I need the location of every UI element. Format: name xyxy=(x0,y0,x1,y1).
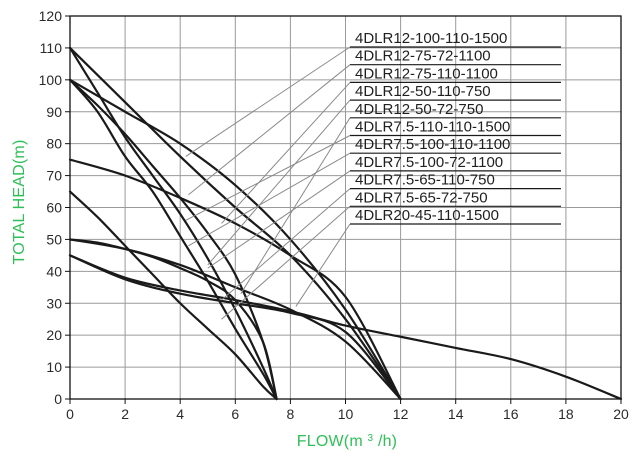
series-layer xyxy=(68,46,623,401)
y-tick-label-1: 10 xyxy=(46,359,62,375)
leader-line-4dlr7-5-100-72-1100 xyxy=(207,170,351,269)
series-line-4dlr7-5-100-72-1100 xyxy=(68,78,278,401)
leader-line-4dlr7-5-65-110-750 xyxy=(221,188,351,301)
series-line-4dlr12-75-110-1100 xyxy=(68,158,402,401)
x-tick-label-2: 4 xyxy=(176,406,184,422)
series-line-4dlr7-5-65-110-750 xyxy=(68,190,278,401)
legend-label-4dlr12-50-72-750: 4DLR12-50-72-750 xyxy=(355,101,483,118)
legend-label-4dlr12-50-110-750: 4DLR12-50-110-750 xyxy=(355,83,491,100)
leader-line-4dlr12-75-110-1100 xyxy=(221,82,351,224)
legend-label-4dlr7-5-65-110-750: 4DLR7.5-65-110-750 xyxy=(355,172,495,189)
y-tick-label-4: 40 xyxy=(46,263,62,279)
leader-line-4dlr7-5-110-110-1500 xyxy=(185,135,351,221)
y-tick-label-12: 120 xyxy=(39,8,63,24)
x-tick-label-8: 16 xyxy=(503,406,519,422)
y-tick-label-8: 80 xyxy=(46,136,62,152)
x-tick-label-4: 8 xyxy=(287,406,295,422)
y-tick-label-2: 20 xyxy=(46,327,62,343)
legend-label-4dlr7-5-65-72-750: 4DLR7.5-65-72-750 xyxy=(355,189,488,206)
series-line-4dlr7-5-65-72-750 xyxy=(68,238,278,401)
series-line-4dlr7-5-110-110-1500 xyxy=(68,46,278,401)
x-tick-label-1: 2 xyxy=(121,406,129,422)
series-line-4dlr20-45-110-1500 xyxy=(68,254,623,401)
y-tick-label-10: 100 xyxy=(39,72,63,88)
y-tick-label-5: 50 xyxy=(46,231,62,247)
x-tick-label-7: 14 xyxy=(448,406,464,422)
x-tick-label-10: 20 xyxy=(613,406,629,422)
leader-layer xyxy=(185,46,351,320)
series-line-4dlr12-75-72-1100 xyxy=(68,78,402,401)
x-tick-label-5: 10 xyxy=(338,406,354,422)
legend-label-4dlr7-5-110-110-1500: 4DLR7.5-110-110-1500 xyxy=(355,119,510,136)
axes-layer xyxy=(65,15,622,404)
legend-layer: 4DLR12-100-110-15004DLR12-75-72-11004DLR… xyxy=(350,30,561,225)
y-tick-label-0: 0 xyxy=(54,391,62,407)
ticks-layer: 0 10 20 30 40 50 60 70 80 90 100 110 120 0 2 4 6 8 10 12 14 1… xyxy=(39,8,629,422)
x-tick-label-3: 6 xyxy=(231,406,239,422)
x-axis-title-prefix: FLOW(m xyxy=(297,433,363,450)
y-tick-label-6: 60 xyxy=(46,200,62,216)
y-tick-label-11: 110 xyxy=(40,40,63,56)
leader-line-4dlr12-50-72-750 xyxy=(240,117,351,294)
legend-label-4dlr12-75-110-1100: 4DLR12-75-110-1100 xyxy=(355,65,498,82)
x-axis-title: FLOW(m 3 /h) xyxy=(297,433,397,451)
leader-line-4dlr12-50-110-750 xyxy=(207,99,351,266)
legend-label-4dlr20-45-110-1500: 4DLR20-45-110-1500 xyxy=(355,207,499,224)
legend-label-4dlr12-100-110-1500: 4DLR12-100-110-1500 xyxy=(355,30,507,47)
y-tick-label-7: 70 xyxy=(46,168,62,184)
leader-line-4dlr20-45-110-1500 xyxy=(295,223,351,307)
y-axis-title: TOTAL HEAD(m) xyxy=(11,140,28,265)
legend-label-4dlr12-75-72-1100: 4DLR12-75-72-1100 xyxy=(355,48,491,65)
x-tick-label-6: 12 xyxy=(393,406,409,422)
series-line-4dlr12-50-72-750 xyxy=(68,254,402,401)
leader-line-4dlr12-75-72-1100 xyxy=(188,64,351,196)
y-tick-label-9: 90 xyxy=(46,104,62,120)
x-axis-title-sup: 3 xyxy=(368,433,374,444)
leader-line-4dlr12-100-110-1500 xyxy=(185,46,351,157)
series-line-4dlr7-5-100-110-1100 xyxy=(68,78,278,401)
leader-line-4dlr7-5-100-110-1100 xyxy=(188,152,351,247)
leader-line-4dlr7-5-65-72-750 xyxy=(221,205,351,320)
y-tick-label-3: 30 xyxy=(46,295,62,311)
x-tick-label-9: 18 xyxy=(558,406,574,422)
x-axis-title-suffix: /h) xyxy=(378,433,397,450)
x-tick-label-0: 0 xyxy=(66,406,74,422)
legend-label-4dlr7-5-100-72-1100: 4DLR7.5-100-72-1100 xyxy=(355,154,503,171)
legend-label-4dlr7-5-100-110-1100: 4DLR7.5-100-110-1100 xyxy=(355,136,510,153)
